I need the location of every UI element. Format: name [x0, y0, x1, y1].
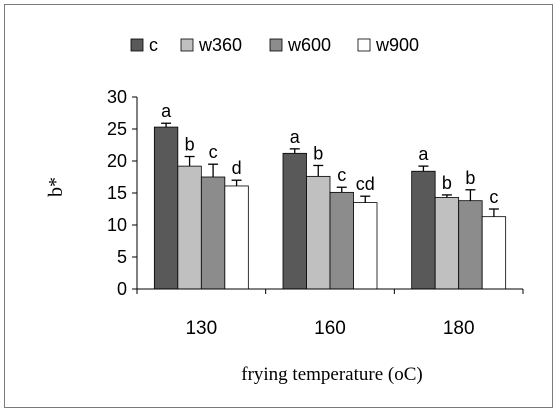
y-tick-label: 5: [117, 247, 127, 267]
data-label: d: [232, 158, 242, 178]
bar: [306, 175, 331, 290]
y-tick-label: 15: [107, 183, 127, 203]
y-tick-label: 30: [107, 87, 127, 107]
legend-swatch: [180, 38, 194, 52]
bar: [282, 152, 307, 290]
y-axis-label: b*: [45, 177, 67, 197]
x-tick-label: 180: [443, 318, 475, 339]
bar: [434, 197, 460, 290]
bar: [224, 185, 249, 290]
y-tick-label: 20: [107, 151, 127, 171]
legend-label: w600: [287, 35, 331, 55]
x-axis-label: frying temperature (oC): [241, 364, 422, 385]
bar: [481, 216, 507, 290]
data-label: b: [185, 135, 195, 155]
bar: [200, 176, 226, 290]
data-label: a: [290, 127, 301, 147]
data-label: b: [442, 173, 452, 193]
x-tick-label: 130: [185, 318, 217, 339]
bar: [411, 170, 436, 290]
y-tick-label: 25: [107, 119, 127, 139]
data-label: b: [465, 168, 475, 188]
legend-label: w360: [198, 35, 242, 55]
data-label: c: [209, 142, 218, 162]
legend-label: c: [149, 35, 158, 55]
axes-group: 0 5 10 15 20 25 30 130 160 180: [107, 87, 524, 339]
bar: [153, 126, 179, 290]
x-tick-label: 160: [314, 318, 346, 339]
bar: [177, 165, 202, 290]
bar: [458, 200, 483, 290]
legend-swatch: [357, 38, 371, 52]
data-label: a: [161, 101, 172, 121]
data-label: c: [489, 187, 498, 207]
bar: [353, 202, 378, 290]
y-tick-label: 0: [117, 279, 127, 299]
bar: [329, 191, 354, 290]
data-label: a: [418, 144, 429, 164]
data-label: b: [313, 143, 323, 163]
y-tick-label: 10: [107, 215, 127, 235]
legend-swatch: [130, 38, 144, 52]
legend-swatch: [269, 38, 283, 52]
data-label: cd: [356, 174, 375, 194]
legend-label: w900: [375, 35, 419, 55]
data-label: c: [337, 165, 346, 185]
legend: c w360 w600 w900: [130, 35, 419, 55]
